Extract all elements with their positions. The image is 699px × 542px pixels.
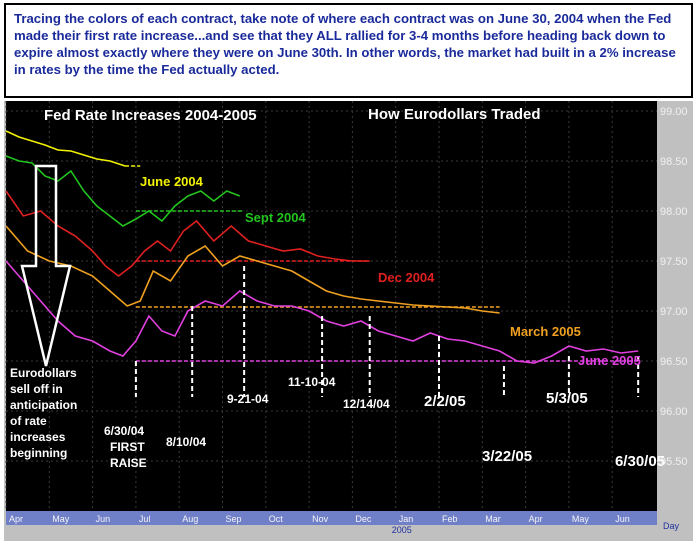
chart-subtitle: How Eurodollars Traded [368, 106, 541, 123]
eurodollar-chart: Fed Rate Increases 2004-2005 How Eurodoll… [4, 101, 693, 541]
x-tick-label: Oct [269, 514, 284, 524]
series-line [5, 190, 370, 278]
x-tick-label: Nov [312, 514, 329, 524]
series-label: Sept 2004 [245, 210, 306, 225]
sell-off-note: Eurodollars [10, 366, 77, 380]
down-arrow-icon [20, 164, 72, 367]
series-line [5, 260, 639, 364]
date-annotation: 2/2/05 [424, 393, 466, 410]
date-annotation: 8/10/04 [166, 435, 206, 449]
series-line [5, 130, 126, 167]
y-tick-label: 99.00 [660, 106, 688, 118]
date-annotation: 3/22/05 [482, 448, 532, 465]
y-tick-label: 97.00 [660, 306, 688, 318]
x-tick-label: Sep [226, 514, 242, 524]
first-raise-label: RAISE [110, 456, 147, 470]
x-tick-label: Jan [399, 514, 414, 524]
plot-area [6, 101, 657, 511]
series-label: Dec 2004 [378, 270, 435, 285]
y-tick-label: 97.50 [660, 256, 688, 268]
x-tick-label: Mar [485, 514, 501, 524]
x-tick-label: Jun [96, 514, 111, 524]
caption-box: Tracing the colors of each contract, tak… [4, 3, 693, 98]
text-labels: Fed Rate Increases 2004-2005 How Eurodoll… [10, 106, 665, 470]
sell-off-note: of rate [10, 414, 47, 428]
x-tick-label: Jul [139, 514, 151, 524]
sell-off-note: sell off in [10, 382, 63, 396]
series-line [5, 225, 500, 314]
series-line [5, 155, 241, 227]
y-axis: 99.00 98.50 98.00 97.50 97.00 96.50 96.00 95.50 [660, 106, 688, 468]
x-axis: Apr May Jun Jul Aug Sep Oct Nov Dec Jan Feb Mar Apr M… [9, 514, 680, 535]
date-annotation: 5/3/05 [546, 390, 588, 407]
x-tick-label: Dec [355, 514, 372, 524]
sell-off-note: anticipation [10, 398, 77, 412]
chart-title: Fed Rate Increases 2004-2005 [44, 107, 257, 124]
sell-off-note: beginning [10, 446, 67, 460]
date-annotation: 6/30/05 [615, 453, 665, 470]
series-label: June 2004 [140, 174, 204, 189]
series-group [5, 130, 639, 364]
x-tick-label: Apr [9, 514, 23, 524]
date-markers [134, 266, 640, 397]
date-annotation: 12/14/04 [343, 397, 390, 411]
x-tick-label: Aug [182, 514, 198, 524]
series-label: March 2005 [510, 324, 581, 339]
y-tick-label: 96.50 [660, 356, 688, 368]
y-tick-label: 98.50 [660, 156, 688, 168]
x-tick-label: Apr [529, 514, 543, 524]
x-tick-label: Feb [442, 514, 458, 524]
x-tick-label: May [572, 514, 590, 524]
date-annotation: 6/30/04 [104, 424, 144, 438]
x-axis-strip [6, 511, 657, 525]
y-tick-label: 95.50 [660, 456, 688, 468]
x-unit-label: Day [663, 521, 680, 531]
first-raise-label: FIRST [110, 440, 145, 454]
sell-off-note: increases [10, 430, 66, 444]
y-tick-label: 96.00 [660, 406, 688, 418]
date-annotation: 11-10-04 [288, 375, 336, 389]
x-year-label: 2005 [392, 525, 412, 535]
x-tick-label: Jun [615, 514, 630, 524]
x-tick-label: May [52, 514, 70, 524]
date-annotation: 9-21-04 [227, 392, 269, 406]
y-tick-label: 98.00 [660, 206, 688, 218]
series-label: June 2005 [578, 353, 641, 368]
